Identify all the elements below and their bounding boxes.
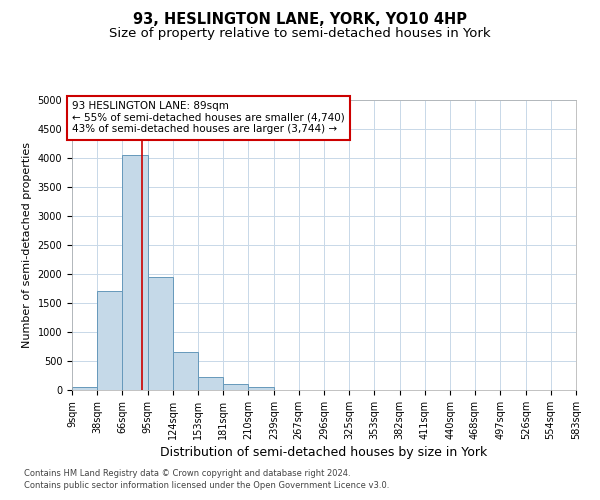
Bar	[122, 155, 148, 390]
Bar	[248, 387, 274, 390]
X-axis label: Distribution of semi-detached houses by size in York: Distribution of semi-detached houses by …	[160, 446, 488, 459]
Bar	[72, 387, 97, 390]
Y-axis label: Number of semi-detached properties: Number of semi-detached properties	[22, 142, 32, 348]
Text: Contains HM Land Registry data © Crown copyright and database right 2024.: Contains HM Land Registry data © Crown c…	[24, 468, 350, 477]
Bar	[223, 384, 248, 390]
Text: Contains public sector information licensed under the Open Government Licence v3: Contains public sector information licen…	[24, 481, 389, 490]
Bar	[173, 352, 199, 390]
Bar	[148, 277, 173, 390]
Text: 93 HESLINGTON LANE: 89sqm
← 55% of semi-detached houses are smaller (4,740)
43% : 93 HESLINGTON LANE: 89sqm ← 55% of semi-…	[72, 101, 345, 134]
Bar	[97, 292, 122, 390]
Text: Size of property relative to semi-detached houses in York: Size of property relative to semi-detach…	[109, 28, 491, 40]
Text: 93, HESLINGTON LANE, YORK, YO10 4HP: 93, HESLINGTON LANE, YORK, YO10 4HP	[133, 12, 467, 28]
Bar	[199, 377, 223, 390]
